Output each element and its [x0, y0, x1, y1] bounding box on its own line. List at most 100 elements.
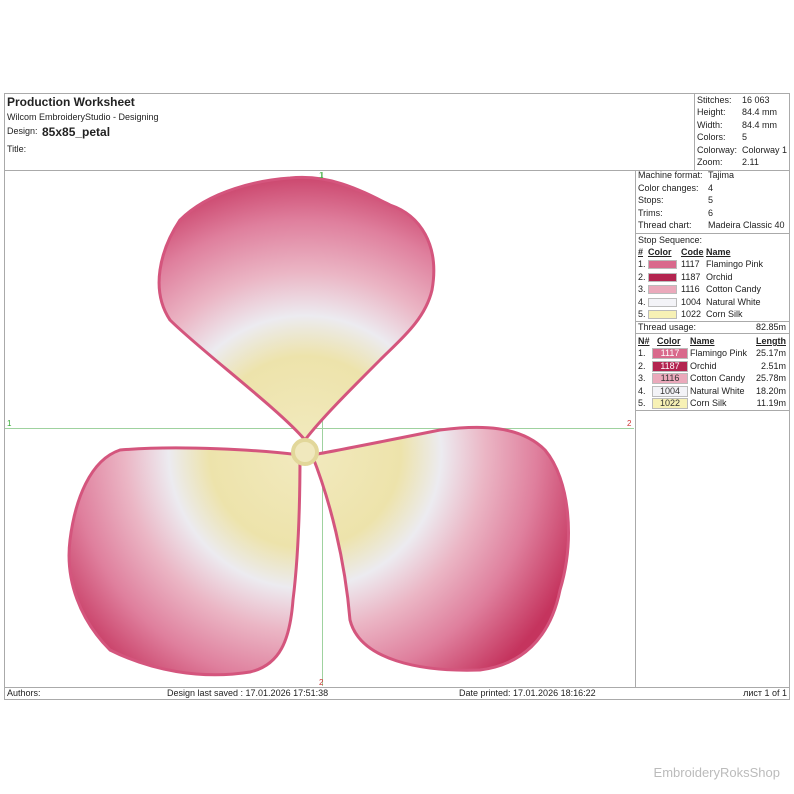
design-label: Design:	[7, 126, 38, 136]
marker: 1	[7, 419, 12, 428]
column-header: Name	[706, 247, 731, 257]
color-swatch	[652, 348, 688, 359]
column-header: Length	[756, 336, 786, 346]
color-swatch	[648, 260, 677, 269]
stat-value: 84.4 mm	[742, 107, 778, 118]
stat-value: 5	[742, 132, 748, 143]
footer-saved: Design last saved : 17.01.2026 17:51:38	[167, 688, 329, 698]
row-number: 1.	[638, 259, 646, 269]
petal-left	[67, 446, 302, 677]
row-number: 1.	[638, 348, 646, 358]
color-swatch	[652, 360, 688, 372]
stat-label: Colors:	[697, 132, 726, 143]
thread-name: Natural White	[690, 385, 745, 396]
stat-label: Zoom:	[697, 157, 723, 167]
usage-total: 82.85m	[755, 322, 786, 332]
design	[67, 175, 570, 677]
stat-value: 84.4 mm	[742, 119, 778, 130]
watermark: EmbroideryRoksShop	[653, 765, 780, 780]
machine-value: 6	[708, 207, 714, 218]
color-swatch	[648, 310, 677, 319]
thread-name: Corn Silk	[690, 398, 727, 408]
row-number: 4.	[638, 385, 646, 396]
column-header: Color	[657, 336, 681, 346]
color-swatch	[652, 398, 688, 409]
thread-name: Corn Silk	[706, 309, 743, 319]
thread-code: 1116	[681, 284, 700, 294]
thread-length: 18.20m	[755, 385, 786, 396]
thread-length: 25.17m	[755, 348, 786, 358]
footer-sheet: лист 1 of 1	[743, 688, 787, 698]
stat-label: Height:	[697, 107, 726, 118]
marker: 1	[319, 171, 324, 180]
thread-code: 1117	[681, 259, 700, 269]
thread-name: Cotton Candy	[706, 284, 762, 294]
machine-value: 4	[708, 182, 714, 193]
machine-value: 5	[708, 195, 714, 206]
stat-label: Colorway:	[697, 144, 738, 155]
thread-length: 2.51m	[760, 360, 786, 371]
thread-length: 25.78m	[755, 373, 786, 383]
thread-code: 1187	[681, 271, 701, 282]
thread-code: 1022	[681, 309, 702, 319]
color-swatch	[652, 385, 688, 397]
row-number: 5.	[638, 398, 646, 408]
thread-name: Cotton Candy	[690, 373, 746, 383]
color-swatch	[648, 285, 677, 294]
marker: 2	[627, 419, 632, 428]
column-header: N#	[638, 336, 650, 346]
stat-value: 2.11	[742, 157, 759, 167]
color-swatch	[652, 373, 688, 384]
row-number: 5.	[638, 309, 646, 319]
thread-code: 1004	[681, 296, 702, 307]
row-number: 4.	[638, 296, 646, 307]
stat-label: Stitches:	[697, 95, 732, 105]
machine-label: Thread chart:	[638, 220, 692, 231]
design-name: 85x85_petal	[42, 125, 111, 139]
machine-label: Trims:	[638, 207, 663, 218]
machine-label: Color changes:	[638, 182, 699, 193]
color-swatch	[648, 297, 677, 307]
marker: 2	[319, 678, 324, 687]
petal-right	[309, 425, 570, 672]
row-number: 3.	[638, 373, 646, 383]
stat-label: Width:	[697, 119, 723, 130]
color-swatch	[648, 272, 677, 282]
column-header: #	[638, 247, 644, 257]
stat-value: Colorway 1	[742, 144, 788, 155]
row-number: 2.	[638, 271, 646, 282]
footer-authors: Authors:	[7, 688, 41, 698]
machine-label: Stops:	[638, 195, 664, 206]
section-title: Thread usage:	[638, 322, 697, 332]
petal-top	[157, 175, 436, 443]
sheet-title: Production Worksheet	[7, 95, 135, 109]
thread-code: 1187	[660, 360, 680, 371]
machine-label: Machine format:	[638, 170, 703, 180]
column-header: Color	[648, 247, 672, 257]
section-title: Stop Sequence:	[638, 235, 703, 245]
sheet-border	[4, 93, 790, 700]
thread-code: 1022	[659, 398, 681, 408]
stat-value: 16 063	[742, 95, 770, 105]
machine-value: Madeira Classic 40	[708, 220, 785, 231]
column-header: Name	[690, 336, 715, 346]
thread-code: 1116	[660, 373, 680, 383]
petal-center	[291, 438, 319, 466]
row-number: 2.	[638, 360, 646, 371]
thread-name: Flamingo Pink	[706, 259, 764, 269]
thread-code: 1117	[660, 348, 680, 358]
thread-length: 11.19m	[756, 398, 786, 408]
machine-value: Tajima	[708, 170, 735, 180]
column-header: Code	[681, 247, 704, 257]
thread-name: Natural White	[706, 296, 761, 307]
software: Wilcom EmbroideryStudio - Designing	[7, 112, 159, 122]
thread-name: Orchid	[706, 271, 733, 282]
footer-printed: Date printed: 17.01.2026 18:16:22	[459, 688, 596, 698]
title-label: Title:	[7, 144, 27, 154]
thread-code: 1004	[659, 385, 681, 396]
thread-name: Flamingo Pink	[690, 348, 748, 358]
thread-name: Orchid	[690, 360, 717, 371]
row-number: 3.	[638, 284, 646, 294]
